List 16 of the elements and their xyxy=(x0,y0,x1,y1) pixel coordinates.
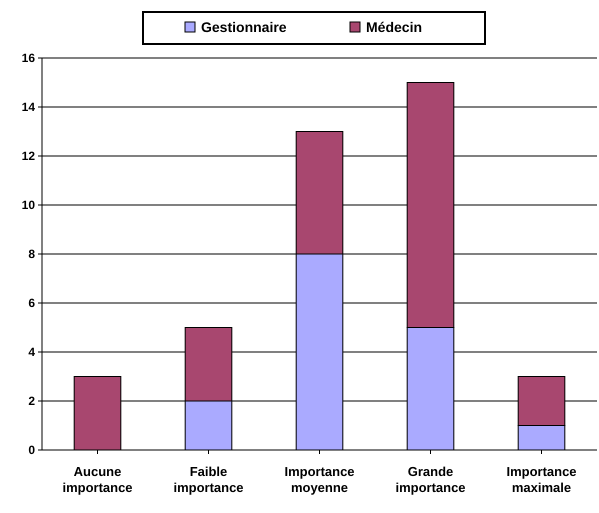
legend-label: Gestionnaire xyxy=(201,19,287,35)
y-tick-label: 8 xyxy=(28,246,36,261)
y-tick-label: 10 xyxy=(22,198,36,212)
y-tick-label: 4 xyxy=(28,344,36,359)
y-tick-label: 12 xyxy=(22,148,36,163)
x-tick-label: Importance moyenne xyxy=(284,464,355,495)
y-tick-label: 6 xyxy=(28,296,36,310)
y-tick-label: 14 xyxy=(22,100,36,114)
legend-label: Médecin xyxy=(366,19,422,35)
x-tick-label: Aucune importance xyxy=(62,464,133,495)
y-tick-label: 0 xyxy=(28,442,36,457)
y-tick-label: 16 xyxy=(22,50,36,65)
x-tick-label: Faible importance xyxy=(173,464,244,495)
x-tick-label: Importance maximale xyxy=(506,464,577,495)
x-tick-label: Grande importance xyxy=(395,464,466,495)
y-tick-label: 2 xyxy=(28,394,36,408)
